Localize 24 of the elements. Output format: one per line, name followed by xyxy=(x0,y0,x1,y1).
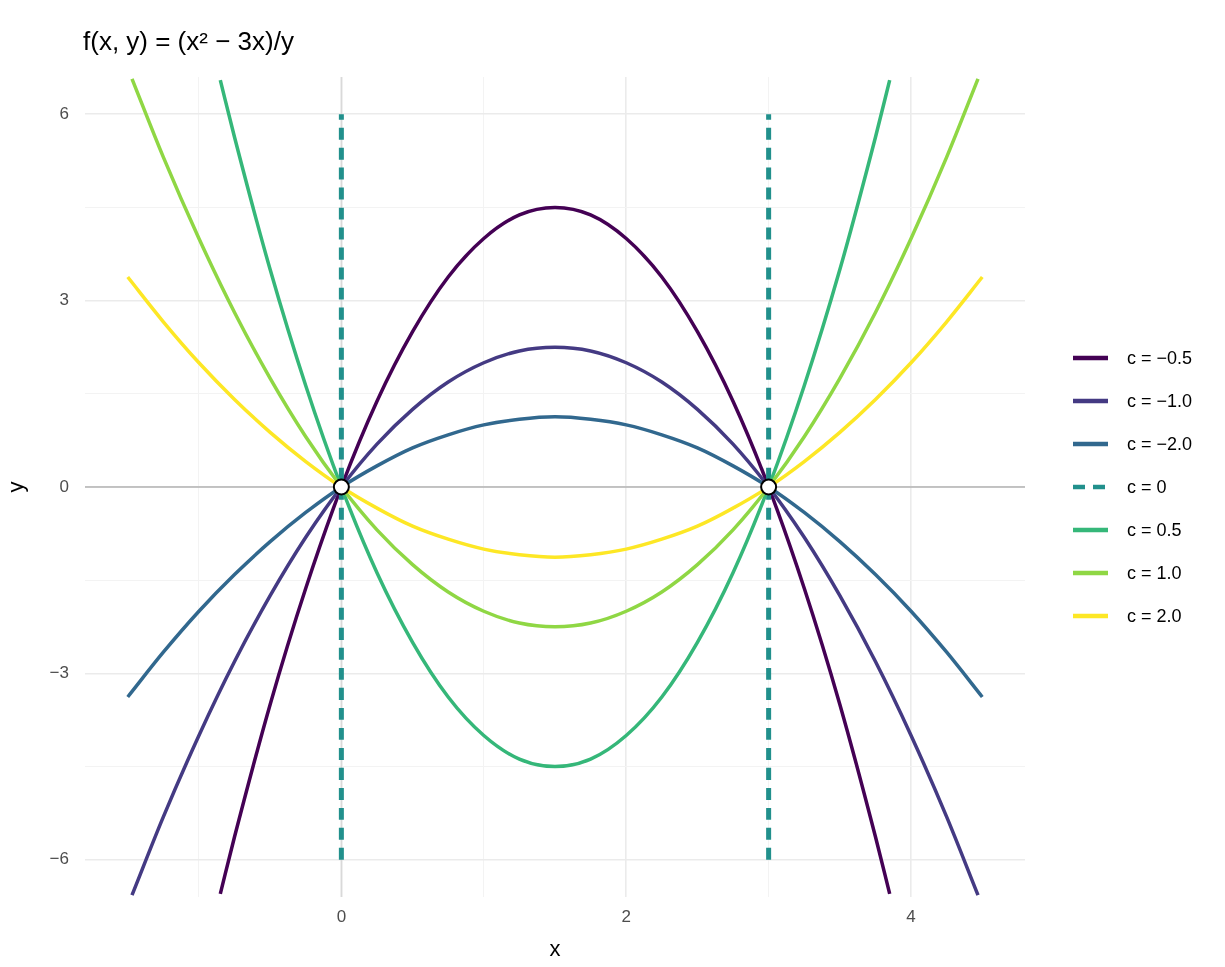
legend-label: c = −2.0 xyxy=(1127,433,1193,454)
legend-label: c = 0 xyxy=(1127,476,1167,497)
line-series xyxy=(218,205,892,896)
legend-label: c = 1.0 xyxy=(1127,562,1182,583)
line-series xyxy=(130,345,980,897)
legend-label: c = 2.0 xyxy=(1127,605,1182,626)
x-tick-label: 4 xyxy=(906,906,916,926)
y-tick-label: 6 xyxy=(59,103,69,123)
y-tick-label: −6 xyxy=(49,849,69,869)
legend-label: c = 0.5 xyxy=(1127,519,1182,540)
legend-label: c = −1.0 xyxy=(1127,390,1193,411)
chart-title: f(x, y) = (x² − 3x)/y xyxy=(83,26,294,56)
x-tick-label: 2 xyxy=(621,906,631,926)
y-tick-label: 3 xyxy=(59,290,69,310)
line-series xyxy=(125,415,985,699)
legend-label: c = −0.5 xyxy=(1127,347,1193,368)
y-axis-title: y xyxy=(3,481,29,493)
y-tick-label: 0 xyxy=(59,476,69,496)
line-series xyxy=(125,275,985,559)
x-tick-label: 0 xyxy=(336,906,347,926)
line-series xyxy=(218,78,892,769)
y-tick-label: −3 xyxy=(49,663,69,683)
x-axis-title: x xyxy=(549,935,561,961)
line-series xyxy=(130,77,980,629)
